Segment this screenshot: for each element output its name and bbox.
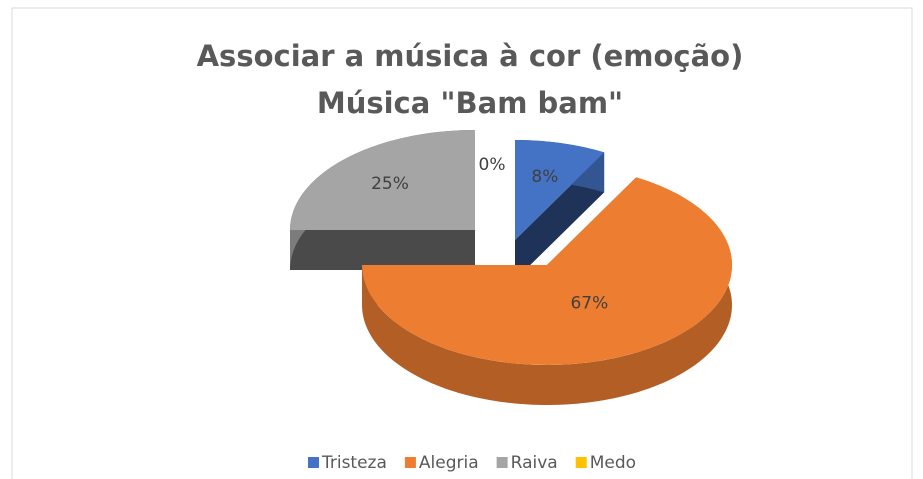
- chart-title: Associar a música à cor (emoção): [197, 39, 744, 73]
- legend-swatch: [307, 457, 319, 468]
- legend-label: Raiva: [511, 453, 558, 473]
- legend-label: Alegria: [419, 453, 479, 473]
- legend-swatch: [575, 457, 587, 468]
- data-label: 0%: [479, 155, 506, 175]
- legend-label: Medo: [590, 453, 636, 473]
- slice: [290, 130, 475, 230]
- legend-swatch: [496, 457, 508, 468]
- slice: [515, 140, 605, 240]
- slice-side: [290, 230, 475, 270]
- slice: [362, 177, 733, 365]
- chart-subtitle: Música "Bam bam": [317, 86, 623, 120]
- legend-label: Tristeza: [321, 453, 387, 473]
- legend-swatch: [404, 457, 416, 468]
- data-label: 67%: [570, 294, 608, 314]
- data-label: 25%: [371, 174, 409, 194]
- data-label: 8%: [531, 167, 558, 187]
